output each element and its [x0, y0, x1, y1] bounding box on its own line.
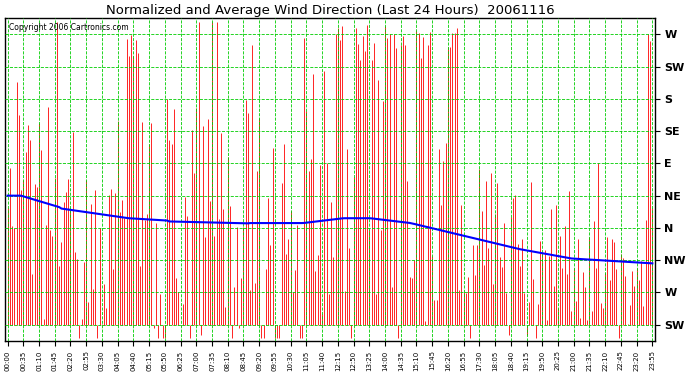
Text: Copyright 2006 Cartronics.com: Copyright 2006 Cartronics.com [8, 23, 128, 32]
Title: Normalized and Average Wind Direction (Last 24 Hours)  20061116: Normalized and Average Wind Direction (L… [106, 4, 554, 17]
